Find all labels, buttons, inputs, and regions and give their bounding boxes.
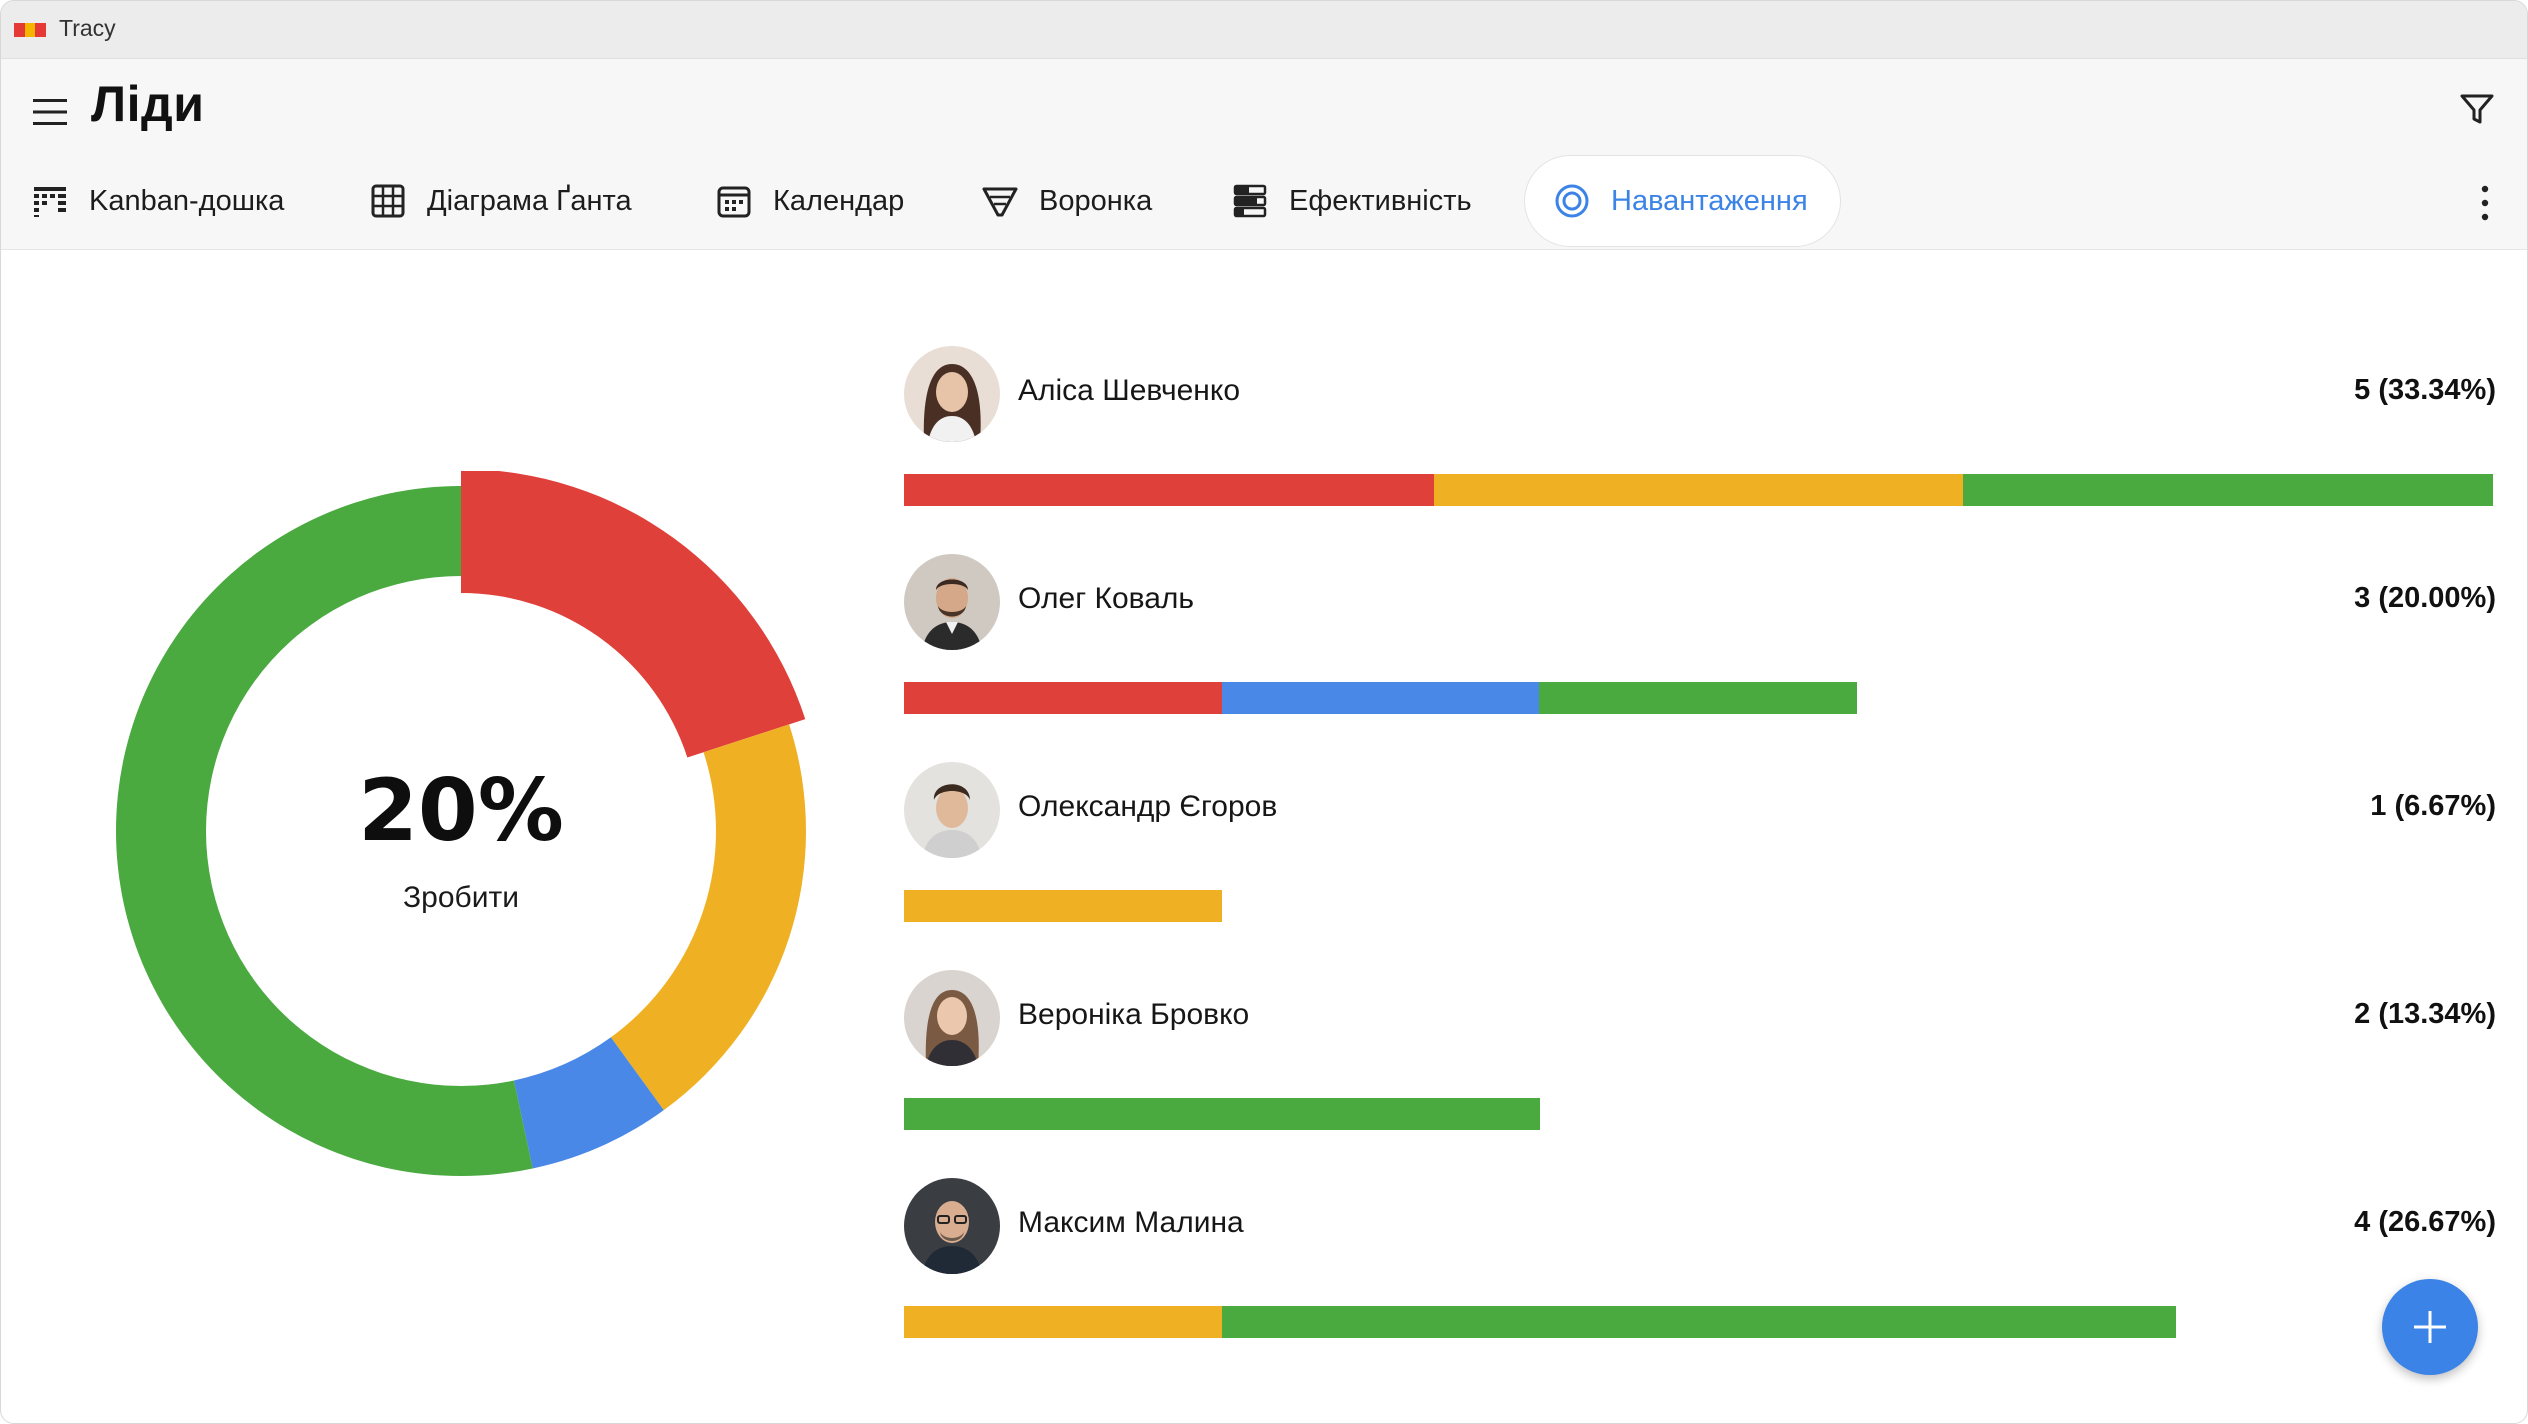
- assignee-row: Олександр Єгоров 1 (6.67%): [904, 762, 2496, 962]
- page-title: Ліди: [91, 76, 205, 132]
- avatar[interactable]: [904, 554, 1000, 650]
- plus-icon: [2414, 1311, 2446, 1343]
- tab-gantt[interactable]: Діаграма Ґанта: [369, 155, 632, 247]
- donut-segment-green[interactable]: [116, 486, 533, 1176]
- avatar[interactable]: [904, 346, 1000, 442]
- bar-segment-red: [904, 474, 1434, 506]
- tab-funnel[interactable]: Воронка: [981, 155, 1152, 247]
- more-vertical-icon[interactable]: [2479, 179, 2491, 227]
- avatar[interactable]: [904, 970, 1000, 1066]
- bar-segment-green: [1540, 1306, 1858, 1338]
- bar-segment-orange: [904, 1306, 1222, 1338]
- tab-label: Навантаження: [1611, 184, 1808, 217]
- assignee-name: Аліса Шевченко: [1018, 374, 1240, 407]
- bar-segment-green: [1858, 1306, 2176, 1338]
- bar-segment-green: [1222, 1306, 1540, 1338]
- donut-segment-blue[interactable]: [513, 1037, 664, 1169]
- assignee-count: 1 (6.67%): [2370, 790, 2496, 822]
- assignee-name: Олександр Єгоров: [1018, 790, 1278, 823]
- add-button[interactable]: [2382, 1279, 2478, 1375]
- bar-segment-green: [904, 1098, 1222, 1130]
- tab-workload[interactable]: Навантаження: [1524, 155, 1841, 247]
- tab-label: Ефективність: [1289, 184, 1472, 217]
- assignee-bar: [904, 1306, 2176, 1338]
- tab-calendar[interactable]: Календар: [715, 155, 904, 247]
- tab-label: Воронка: [1039, 184, 1153, 217]
- app-logo: [14, 23, 47, 37]
- assignee-bar: [904, 1098, 1540, 1130]
- page-header: Ліди Kanban-дошка: [1, 59, 2527, 250]
- bar-segment-green: [1539, 682, 1858, 714]
- funnel-icon: [982, 187, 1018, 217]
- assignee-count: 5 (33.34%): [2354, 374, 2496, 406]
- efficiency-icon: [1233, 184, 1267, 218]
- filter-icon[interactable]: [2457, 89, 2497, 129]
- bar-segment-green: [1963, 474, 2494, 506]
- assignee-count: 4 (26.67%): [2354, 1206, 2496, 1238]
- donut-segment-red[interactable]: [461, 469, 806, 758]
- assignee-row: Вероніка Бровко 2 (13.34%): [904, 970, 2496, 1170]
- assignee-name: Максим Малина: [1018, 1206, 1244, 1239]
- app-title: Tracy: [59, 15, 116, 41]
- hamburger-menu-icon[interactable]: [31, 94, 69, 130]
- tab-efficiency[interactable]: Ефективність: [1231, 155, 1472, 247]
- assignee-name: Олег Коваль: [1018, 582, 1195, 615]
- tab-kanban[interactable]: Kanban-дошка: [31, 155, 284, 247]
- kanban-icon: [34, 187, 66, 217]
- assignee-count: 2 (13.34%): [2354, 998, 2496, 1030]
- gantt-grid-icon: [371, 184, 405, 218]
- bar-segment-red: [904, 682, 1222, 714]
- workload-donut-chart: 20% Зробити: [101, 469, 821, 1191]
- avatar[interactable]: [904, 1178, 1000, 1274]
- assignee-count: 3 (20.00%): [2354, 582, 2496, 614]
- title-bar: Tracy: [1, 1, 2527, 59]
- tab-label: Kanban-дошка: [89, 184, 285, 217]
- assignee-row: Максим Малина 4 (26.67%): [904, 1178, 2496, 1378]
- assignee-bar: [904, 682, 1858, 714]
- donut-svg: [116, 469, 806, 1176]
- bar-segment-orange: [1433, 474, 1964, 506]
- calendar-icon: [717, 186, 751, 218]
- bar-segment-orange: [904, 890, 1222, 922]
- assignee-name: Вероніка Бровко: [1018, 998, 1250, 1031]
- workload-icon: [1555, 184, 1589, 218]
- assignee-row: Олег Коваль 3 (20.00%): [904, 554, 2496, 754]
- bar-segment-blue: [1221, 682, 1540, 714]
- assignee-row: Аліса Шевченко 5 (33.34%): [904, 346, 2496, 546]
- assignee-bar: [904, 890, 1222, 922]
- bar-segment-green: [1222, 1098, 1540, 1130]
- tab-label: Календар: [773, 184, 905, 217]
- avatar[interactable]: [904, 762, 1000, 858]
- assignee-bar: [904, 474, 2494, 506]
- donut-segment-orange[interactable]: [610, 724, 806, 1111]
- tab-label: Діаграма Ґанта: [427, 184, 632, 217]
- view-tabs: Kanban-дошка Діаграма Ґанта: [1, 155, 2527, 249]
